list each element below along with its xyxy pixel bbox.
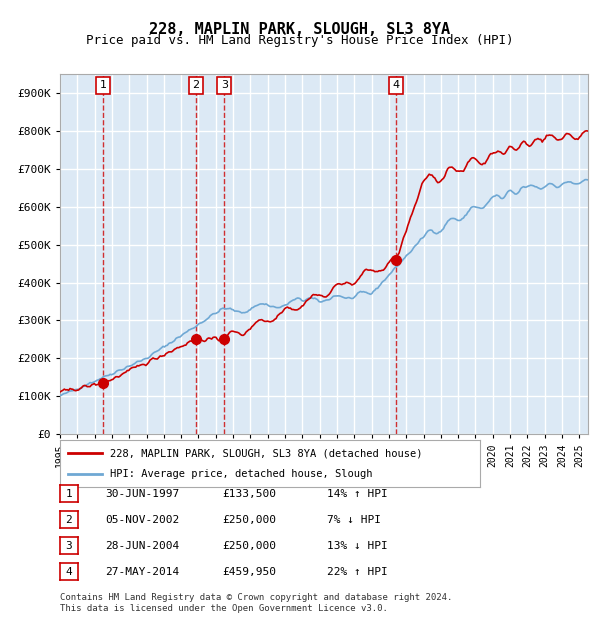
Text: 27-MAY-2014: 27-MAY-2014 [105, 567, 179, 577]
Text: 1: 1 [65, 489, 73, 498]
Text: £459,950: £459,950 [222, 567, 276, 577]
Text: 3: 3 [221, 80, 228, 90]
Text: 7% ↓ HPI: 7% ↓ HPI [327, 515, 381, 525]
Text: 14% ↑ HPI: 14% ↑ HPI [327, 489, 388, 498]
Text: £133,500: £133,500 [222, 489, 276, 498]
Text: 30-JUN-1997: 30-JUN-1997 [105, 489, 179, 498]
Text: 228, MAPLIN PARK, SLOUGH, SL3 8YA: 228, MAPLIN PARK, SLOUGH, SL3 8YA [149, 22, 451, 37]
Text: 2: 2 [192, 80, 199, 90]
Text: £250,000: £250,000 [222, 541, 276, 551]
Text: 1: 1 [100, 80, 107, 90]
Text: £250,000: £250,000 [222, 515, 276, 525]
Text: 13% ↓ HPI: 13% ↓ HPI [327, 541, 388, 551]
Text: 228, MAPLIN PARK, SLOUGH, SL3 8YA (detached house): 228, MAPLIN PARK, SLOUGH, SL3 8YA (detac… [110, 448, 423, 458]
Text: HPI: Average price, detached house, Slough: HPI: Average price, detached house, Slou… [110, 469, 373, 479]
Text: 3: 3 [65, 541, 73, 551]
Text: Contains HM Land Registry data © Crown copyright and database right 2024.
This d: Contains HM Land Registry data © Crown c… [60, 593, 452, 613]
Text: 22% ↑ HPI: 22% ↑ HPI [327, 567, 388, 577]
Text: Price paid vs. HM Land Registry's House Price Index (HPI): Price paid vs. HM Land Registry's House … [86, 34, 514, 47]
Text: 4: 4 [65, 567, 73, 577]
Text: 05-NOV-2002: 05-NOV-2002 [105, 515, 179, 525]
Text: 2: 2 [65, 515, 73, 525]
Text: 4: 4 [392, 80, 400, 90]
Text: 28-JUN-2004: 28-JUN-2004 [105, 541, 179, 551]
